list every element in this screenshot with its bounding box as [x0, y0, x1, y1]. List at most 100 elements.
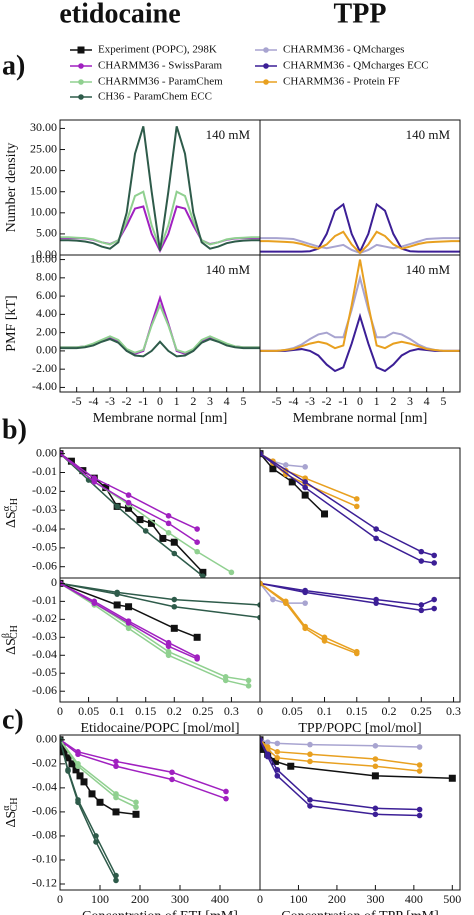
data-point — [113, 794, 119, 801]
x-tick-label: 0 — [57, 892, 63, 906]
y-axis-label: ΔSαCH — [1, 498, 20, 528]
x-axis-label: Membrane normal [nm] — [293, 411, 428, 426]
y-tick-label: 20.00 — [30, 162, 57, 176]
x-tick-label: 0.3 — [446, 704, 461, 718]
data-point — [321, 510, 329, 518]
x-tick-label: 400 — [405, 892, 423, 906]
y-axis-label: ΔSαCH — [1, 798, 20, 828]
data-point — [72, 766, 80, 774]
data-point — [60, 748, 68, 756]
series-line — [60, 453, 204, 577]
data-point — [133, 804, 139, 810]
column-header: etidocaine — [59, 0, 180, 29]
data-point — [307, 741, 313, 748]
data-point — [302, 484, 308, 491]
series-line — [260, 230, 460, 255]
y-tick-label: 10.00 — [30, 251, 57, 265]
series-line — [60, 453, 198, 543]
y-tick-label: 2.00 — [36, 324, 57, 338]
data-point — [64, 754, 72, 762]
y-tick-label: 0.00 — [36, 247, 57, 261]
plot-area — [60, 736, 229, 884]
data-point — [283, 471, 289, 478]
data-point — [112, 808, 120, 816]
data-point — [125, 620, 132, 626]
legend-label: CHARMM36 - SwissParam — [98, 60, 223, 72]
data-point — [91, 479, 98, 485]
data-point — [171, 550, 178, 557]
x-tick-label: -5 — [72, 394, 82, 408]
x-tick-label: -3 — [105, 394, 115, 408]
x-tick-label: 5 — [440, 394, 446, 408]
plot-area — [60, 294, 260, 358]
x-tick-label: 0.1 — [110, 704, 125, 718]
annotation: 140 mM — [206, 127, 251, 142]
data-point — [271, 757, 279, 765]
x-tick-label: 3 — [207, 394, 213, 408]
series-line — [260, 453, 306, 468]
y-tick-label: 30.00 — [30, 120, 57, 134]
x-tick-label: 0.05 — [78, 704, 99, 718]
y-tick-label: -0.01 — [32, 593, 57, 607]
data-point — [307, 751, 313, 758]
data-point — [274, 740, 281, 747]
data-point — [170, 538, 178, 546]
x-tick-label: 0 — [257, 892, 263, 906]
y-tick-label: -0.02 — [32, 611, 57, 625]
data-point — [245, 683, 252, 689]
data-point — [372, 811, 379, 818]
data-point — [418, 607, 425, 614]
data-point — [418, 548, 425, 555]
data-point — [165, 513, 172, 519]
data-point — [165, 520, 172, 527]
data-point — [416, 768, 423, 774]
x-tick-label: 1 — [174, 394, 180, 408]
data-point — [223, 788, 229, 795]
data-point — [65, 768, 71, 774]
y-tick-label: -0.04 — [32, 647, 57, 661]
legend-marker — [263, 79, 269, 85]
data-point — [416, 744, 423, 750]
data-point — [222, 677, 229, 684]
axes-frame — [259, 254, 461, 393]
x-tick-label: 300 — [171, 892, 189, 906]
x-tick-label: 0.2 — [167, 704, 182, 718]
series-line — [260, 202, 460, 254]
data-point — [301, 491, 309, 499]
legend-label: CH36 - ParamChem ECC — [98, 91, 212, 103]
data-point — [431, 560, 437, 566]
data-point — [260, 450, 263, 457]
x-tick-label: 2 — [390, 394, 396, 408]
y-axis-label-part: β — [1, 633, 12, 638]
data-point — [307, 803, 313, 809]
data-point — [353, 496, 360, 502]
y-tick-label: 0 — [51, 575, 57, 589]
data-point — [165, 643, 172, 650]
data-point — [431, 605, 437, 612]
y-tick-label: 6.00 — [36, 288, 57, 302]
x-tick-label: 0.25 — [411, 704, 432, 718]
x-tick-label: 100 — [91, 892, 109, 906]
data-point — [125, 603, 133, 611]
x-tick-label: 0.25 — [192, 704, 213, 718]
data-point — [113, 877, 119, 884]
data-point — [283, 462, 289, 468]
y-axis-label-part: ΔS — [4, 511, 19, 528]
x-tick-label: 100 — [289, 892, 307, 906]
data-point — [353, 650, 360, 657]
y-tick-label: -0.05 — [32, 540, 57, 554]
x-axis-label: TPP/POPC [mol/mol] — [298, 721, 421, 736]
y-tick-label: -0.06 — [32, 804, 57, 818]
x-tick-label: 400 — [211, 892, 229, 906]
x-tick-label: 300 — [366, 892, 384, 906]
data-point — [274, 749, 281, 755]
data-point — [76, 772, 84, 780]
x-tick-label: -3 — [305, 394, 315, 408]
y-tick-label: 0.00 — [36, 445, 57, 459]
series-line — [60, 453, 198, 530]
x-tick-label: 0 — [357, 394, 363, 408]
series-line — [60, 739, 137, 808]
legend-marker — [263, 63, 269, 69]
x-tick-label: 2 — [190, 394, 196, 408]
y-tick-label: -0.02 — [32, 483, 57, 497]
